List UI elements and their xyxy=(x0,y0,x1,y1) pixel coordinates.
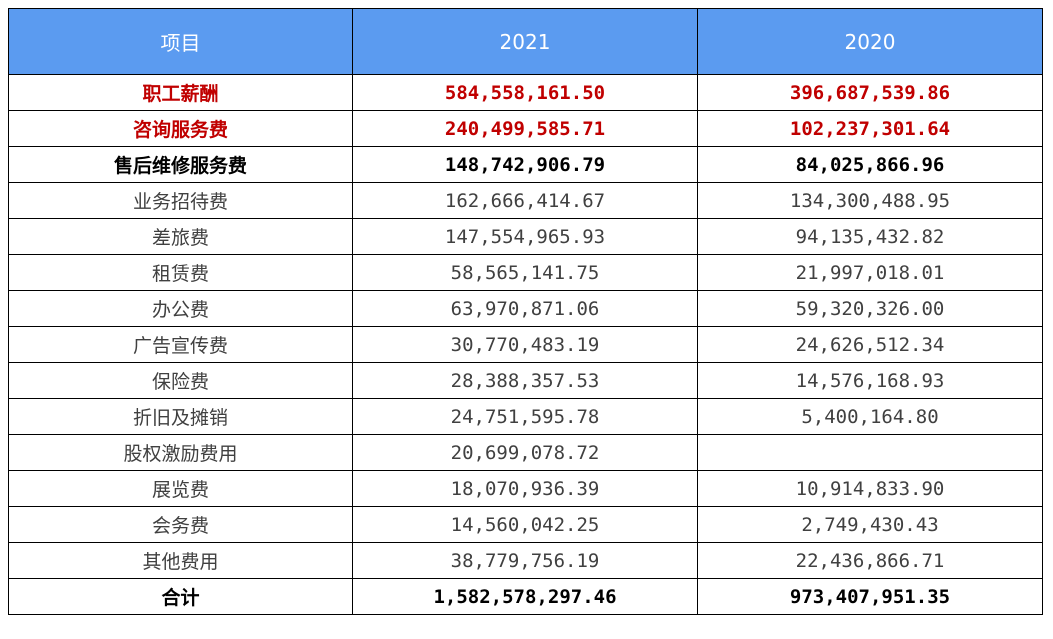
row-label: 咨询服务费 xyxy=(8,110,353,147)
row-label: 业务招待费 xyxy=(8,182,353,219)
table-row: 咨询服务费 240,499,585.71 102,237,301.64 xyxy=(8,110,1043,147)
table-row: 股权激励费用 20,699,078.72 xyxy=(8,434,1043,471)
expense-table: 项目 2021 2020 职工薪酬 584,558,161.50 396,687,5… xyxy=(8,8,1043,615)
row-label: 会务费 xyxy=(8,506,353,543)
table-row: 办公费 63,970,871.06 59,320,326.00 xyxy=(8,290,1043,327)
value-2020: 94,135,432.82 xyxy=(697,218,1043,255)
row-label: 折旧及摊销 xyxy=(8,398,353,435)
table-row: 广告宣传费 30,770,483.19 24,626,512.34 xyxy=(8,326,1043,363)
value-2020: 22,436,866.71 xyxy=(697,542,1043,579)
row-label: 租赁费 xyxy=(8,254,353,291)
value-2021: 58,565,141.75 xyxy=(352,254,698,291)
header-year-2021: 2021 xyxy=(352,8,698,75)
header-item: 项目 xyxy=(8,8,353,75)
row-label: 合计 xyxy=(8,578,353,615)
row-label: 保险费 xyxy=(8,362,353,399)
value-2021: 63,970,871.06 xyxy=(352,290,698,327)
value-2020: 84,025,866.96 xyxy=(697,146,1043,183)
table-row: 展览费 18,070,936.39 10,914,833.90 xyxy=(8,470,1043,507)
value-2020 xyxy=(697,434,1043,471)
table-row: 其他费用 38,779,756.19 22,436,866.71 xyxy=(8,542,1043,579)
value-2020: 10,914,833.90 xyxy=(697,470,1043,507)
header-year-2020: 2020 xyxy=(697,8,1043,75)
value-2021: 1,582,578,297.46 xyxy=(352,578,698,615)
row-label: 差旅费 xyxy=(8,218,353,255)
value-2021: 240,499,585.71 xyxy=(352,110,698,147)
value-2021: 162,666,414.67 xyxy=(352,182,698,219)
value-2021: 584,558,161.50 xyxy=(352,74,698,111)
table-row: 差旅费 147,554,965.93 94,135,432.82 xyxy=(8,218,1043,255)
table-row: 租赁费 58,565,141.75 21,997,018.01 xyxy=(8,254,1043,291)
value-2020: 2,749,430.43 xyxy=(697,506,1043,543)
value-2021: 20,699,078.72 xyxy=(352,434,698,471)
row-label: 展览费 xyxy=(8,470,353,507)
row-label: 广告宣传费 xyxy=(8,326,353,363)
row-label: 售后维修服务费 xyxy=(8,146,353,183)
row-label: 其他费用 xyxy=(8,542,353,579)
table-row: 售后维修服务费 148,742,906.79 84,025,866.96 xyxy=(8,146,1043,183)
row-label: 职工薪酬 xyxy=(8,74,353,111)
value-2020: 396,687,539.86 xyxy=(697,74,1043,111)
value-2021: 24,751,595.78 xyxy=(352,398,698,435)
value-2020: 24,626,512.34 xyxy=(697,326,1043,363)
value-2021: 14,560,042.25 xyxy=(352,506,698,543)
table-row: 保险费 28,388,357.53 14,576,168.93 xyxy=(8,362,1043,399)
value-2020: 134,300,488.95 xyxy=(697,182,1043,219)
value-2021: 38,779,756.19 xyxy=(352,542,698,579)
value-2021: 30,770,483.19 xyxy=(352,326,698,363)
total-row: 合计 1,582,578,297.46 973,407,951.35 xyxy=(8,578,1043,615)
value-2020: 59,320,326.00 xyxy=(697,290,1043,327)
table-row: 业务招待费 162,666,414.67 134,300,488.95 xyxy=(8,182,1043,219)
value-2020: 14,576,168.93 xyxy=(697,362,1043,399)
value-2021: 148,742,906.79 xyxy=(352,146,698,183)
value-2021: 18,070,936.39 xyxy=(352,470,698,507)
value-2020: 102,237,301.64 xyxy=(697,110,1043,147)
value-2021: 147,554,965.93 xyxy=(352,218,698,255)
row-label: 办公费 xyxy=(8,290,353,327)
value-2020: 5,400,164.80 xyxy=(697,398,1043,435)
table-row: 会务费 14,560,042.25 2,749,430.43 xyxy=(8,506,1043,543)
header-row: 项目 2021 2020 xyxy=(8,8,1043,75)
table-row: 职工薪酬 584,558,161.50 396,687,539.86 xyxy=(8,74,1043,111)
value-2020: 21,997,018.01 xyxy=(697,254,1043,291)
value-2021: 28,388,357.53 xyxy=(352,362,698,399)
row-label: 股权激励费用 xyxy=(8,434,353,471)
value-2020: 973,407,951.35 xyxy=(697,578,1043,615)
table-row: 折旧及摊销 24,751,595.78 5,400,164.80 xyxy=(8,398,1043,435)
